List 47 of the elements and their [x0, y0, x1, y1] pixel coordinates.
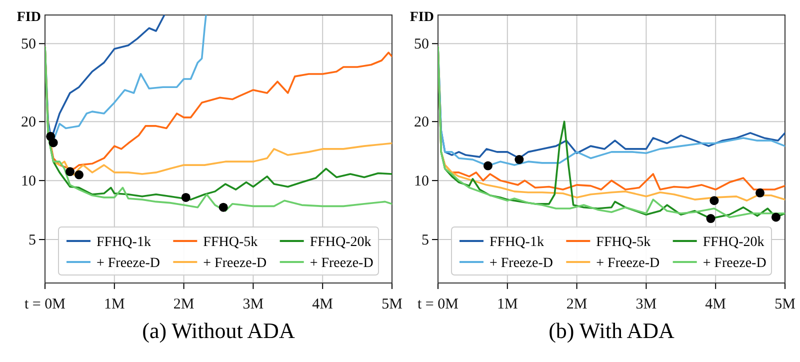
x-tick-label: t = 0M — [24, 296, 66, 312]
legend-label: + Freeze-D — [702, 256, 766, 271]
y-tick-label: 5 — [28, 232, 36, 248]
point — [706, 214, 716, 224]
y-tick-label: 5 — [422, 232, 429, 248]
x-tick-label: 4M — [705, 296, 726, 312]
x-tick-label: 1M — [104, 296, 125, 312]
point — [514, 155, 524, 164]
x-tick-label: 1M — [496, 296, 518, 312]
legend-label: + Freeze-D — [203, 256, 267, 271]
text: (b) With ADA — [548, 318, 675, 343]
point — [771, 212, 780, 222]
x-tick-label: 3M — [636, 296, 657, 312]
x-tick-label: 5M — [382, 296, 402, 312]
point — [181, 192, 190, 202]
point — [74, 170, 84, 180]
x-tick-label: 2M — [173, 296, 194, 312]
y-axis-title: FID — [410, 10, 434, 25]
legend-label: FFHQ-5k — [596, 235, 651, 250]
point — [710, 196, 719, 206]
y-tick-label: 50 — [21, 36, 36, 52]
point — [48, 138, 58, 148]
legend-label: + Freeze-D — [596, 256, 660, 271]
legend-label: FFHQ-5k — [203, 235, 258, 250]
legend-label: + Freeze-D — [490, 256, 553, 271]
point — [218, 202, 228, 212]
text: (a) Without ADA — [142, 318, 295, 343]
legend-label: FFHQ-1k — [490, 235, 544, 250]
legend-label: + Freeze-D — [310, 256, 374, 271]
y-tick-label: 50 — [414, 36, 429, 52]
point — [65, 167, 74, 176]
point — [756, 188, 765, 198]
y-tick-label: 10 — [414, 173, 429, 190]
legend-label: FFHQ-20k — [702, 235, 764, 250]
x-tick-label: 3M — [242, 296, 264, 312]
legend-label: FFHQ-1k — [96, 235, 151, 250]
legend-label: FFHQ-20k — [310, 235, 372, 250]
x-tick-label: 5M — [774, 296, 796, 312]
y-axis-title: FID — [16, 10, 41, 25]
x-tick-label: 2M — [566, 296, 588, 312]
y-tick-label: 10 — [21, 173, 36, 190]
legend-label: + Freeze-D — [96, 256, 160, 271]
x-tick-label: t = 0M — [418, 296, 458, 312]
x-tick-label: 4M — [312, 296, 334, 312]
point — [483, 161, 492, 170]
y-tick-label: 20 — [414, 114, 429, 130]
y-tick-label: 20 — [21, 114, 36, 130]
